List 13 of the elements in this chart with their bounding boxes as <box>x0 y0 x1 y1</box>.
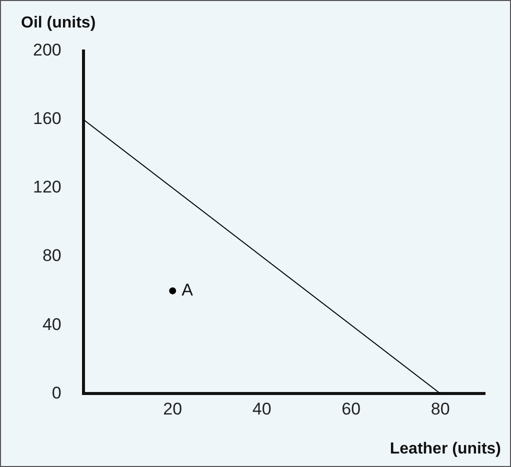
x-tick-label: 40 <box>252 399 272 418</box>
y-tick-label: 200 <box>32 40 62 60</box>
y-tick-label: 120 <box>32 178 62 197</box>
y-axis-title: Oil (units) <box>21 14 96 32</box>
y-tick-label: 40 <box>42 314 62 334</box>
y-tick-label: 160 <box>32 109 62 128</box>
x-tick-label: 60 <box>342 399 361 418</box>
annotation: A <box>182 280 194 300</box>
x-tick-label: 80 <box>430 399 450 418</box>
y-tick-label: 80 <box>42 246 62 266</box>
x-tick-label: 20 <box>163 399 182 418</box>
y-tick-label: 0 <box>52 383 62 402</box>
x-axis-title: Leather (units) <box>390 440 501 458</box>
